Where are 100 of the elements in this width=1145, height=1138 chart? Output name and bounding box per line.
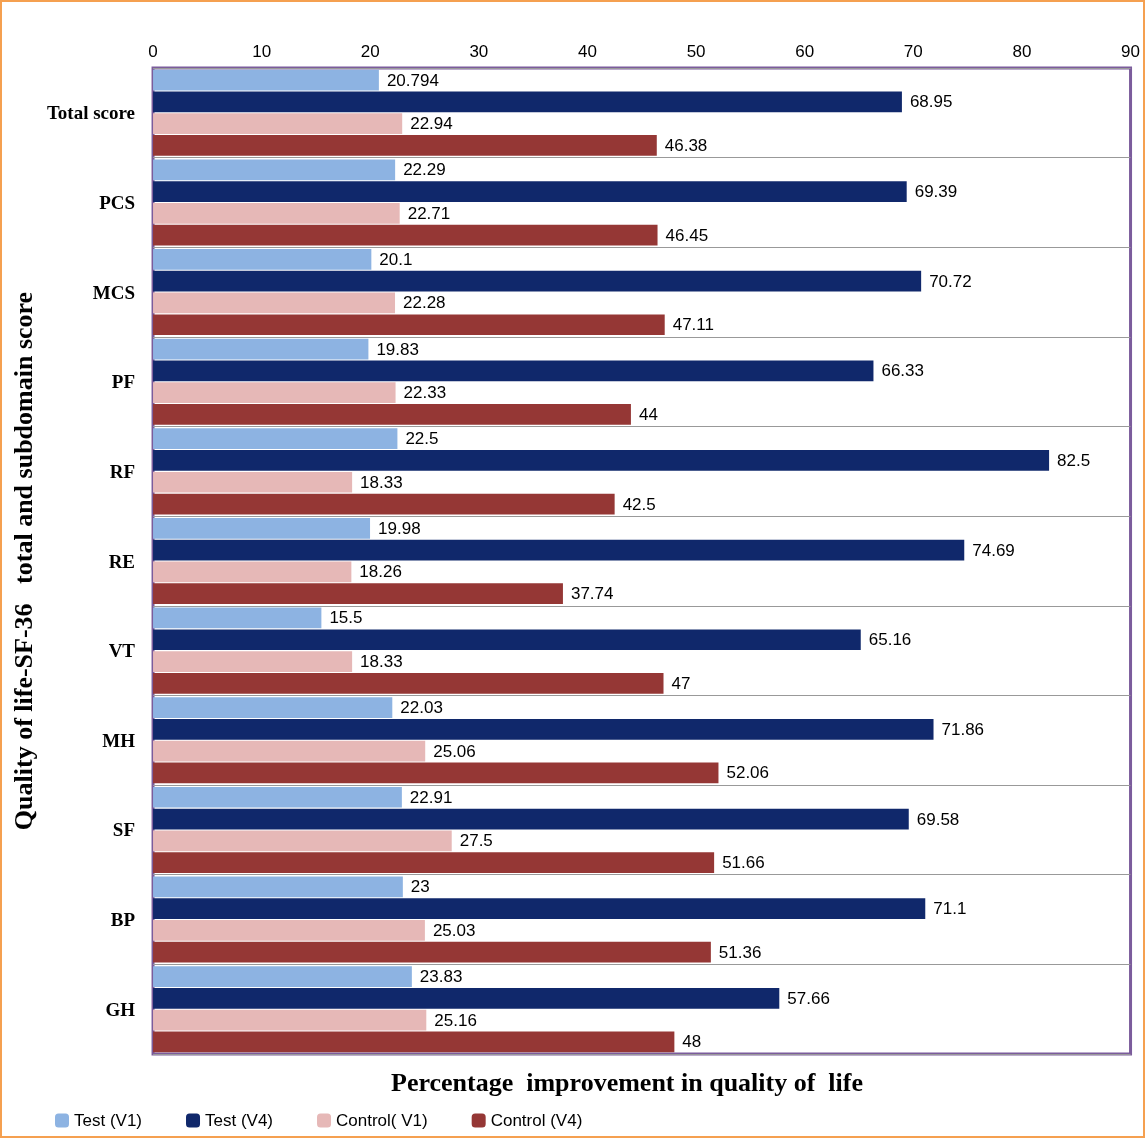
- y-tick-label: MH: [102, 729, 136, 751]
- data-label: 23.83: [419, 967, 463, 987]
- bar: [153, 987, 780, 1009]
- y-tick-label: GH: [105, 998, 136, 1020]
- bar: [153, 338, 369, 360]
- data-label: 22.94: [410, 114, 453, 134]
- y-tick-label: PCS: [99, 191, 136, 213]
- bar: [153, 898, 926, 920]
- legend-label: Test (V1): [74, 1111, 143, 1130]
- bar: [153, 966, 412, 987]
- y-tick-label: MCS: [92, 281, 136, 303]
- y-tick-label: PF: [111, 371, 136, 393]
- legend-label: Control( V1): [336, 1111, 428, 1130]
- bar: [153, 876, 403, 898]
- x-tick-label: 20: [360, 42, 380, 61]
- data-label: 66.33: [881, 361, 925, 381]
- data-label: 44: [638, 404, 658, 424]
- data-label: 20.794: [386, 70, 439, 90]
- bar: [153, 113, 403, 135]
- data-label: 47: [671, 673, 691, 693]
- data-label: 19.98: [378, 518, 421, 538]
- data-label: 25.03: [432, 920, 476, 940]
- bar: [153, 91, 902, 113]
- data-label: 18.33: [360, 652, 403, 672]
- data-label: 25.16: [434, 1010, 477, 1030]
- data-label: 37.74: [570, 584, 614, 604]
- bar: [153, 561, 352, 583]
- bar: [153, 270, 922, 292]
- x-tick-label: 10: [252, 42, 272, 61]
- data-label: 22.91: [409, 787, 453, 807]
- bar: [153, 762, 719, 784]
- bar: [153, 920, 425, 941]
- bar: [153, 135, 657, 156]
- bar: [153, 314, 665, 336]
- bar: [153, 224, 658, 246]
- bar: [153, 1009, 427, 1031]
- bar: [153, 249, 372, 270]
- x-tick-label: 70: [903, 42, 923, 61]
- data-label: 70.72: [929, 271, 972, 291]
- data-label: 52.06: [726, 763, 770, 783]
- bar: [153, 360, 874, 382]
- data-label: 22.33: [403, 383, 447, 403]
- data-label: 22.28: [403, 293, 446, 313]
- legend-label: Test (V4): [205, 1111, 274, 1130]
- data-label: 74.69: [972, 540, 1015, 560]
- x-axis-title: Percentage improvement in quality of life: [390, 1067, 864, 1097]
- x-tick-label: 50: [686, 42, 706, 61]
- bar: [153, 808, 909, 830]
- data-label: 46.38: [664, 135, 708, 155]
- data-label: 51.66: [722, 853, 765, 873]
- data-label: 65.16: [868, 630, 912, 650]
- bar: [153, 697, 393, 718]
- data-label: 71.86: [941, 719, 985, 739]
- x-tick-label: 60: [795, 42, 815, 61]
- data-label: 19.83: [376, 339, 419, 359]
- data-label: 22.5: [405, 429, 439, 449]
- y-tick-label: RE: [108, 550, 136, 572]
- data-label: 69.39: [914, 182, 958, 202]
- y-tick-label: VT: [108, 640, 136, 662]
- bar: [153, 181, 907, 202]
- bar: [153, 719, 934, 740]
- data-label: 18.26: [359, 562, 402, 582]
- bar: [153, 651, 353, 672]
- data-label: 22.29: [403, 160, 446, 180]
- data-label: 42.5: [622, 494, 656, 514]
- bar: [153, 69, 379, 91]
- data-label: 22.71: [407, 203, 451, 223]
- y-tick-label: BP: [110, 909, 136, 931]
- y-tick-label: SF: [112, 819, 136, 841]
- bar: [153, 607, 322, 629]
- bar: [153, 471, 353, 493]
- bar: [153, 493, 615, 515]
- x-tick-label: 90: [1121, 42, 1141, 61]
- data-label: 51.36: [718, 942, 762, 962]
- bar: [153, 629, 861, 651]
- bar: [153, 450, 1050, 471]
- legend-label: Control (V4): [490, 1111, 583, 1130]
- data-label: 71.1: [933, 899, 967, 919]
- bar: [153, 1031, 675, 1053]
- data-label: 22.03: [400, 698, 443, 718]
- data-label: 27.5: [459, 831, 493, 851]
- data-label: 18.33: [360, 472, 403, 492]
- data-label: 23: [410, 877, 430, 897]
- bar: [153, 539, 965, 561]
- bar: [153, 428, 398, 450]
- data-label: 82.5: [1057, 450, 1091, 470]
- bar: [153, 852, 715, 873]
- data-label: 20.1: [379, 249, 413, 269]
- data-label: 47.11: [672, 315, 714, 335]
- data-label: 68.95: [909, 92, 953, 112]
- y-tick-label: RF: [109, 460, 136, 482]
- y-axis-title: Quality of life-SF-36 total and subdomain score: [8, 291, 38, 831]
- bar: [153, 672, 664, 694]
- data-label: 69.58: [916, 809, 960, 829]
- bar: [153, 404, 631, 425]
- bar: [153, 740, 426, 762]
- bar: [153, 292, 396, 314]
- bar: [153, 830, 452, 852]
- data-label: 46.45: [665, 225, 709, 245]
- data-label: 48: [682, 1032, 702, 1052]
